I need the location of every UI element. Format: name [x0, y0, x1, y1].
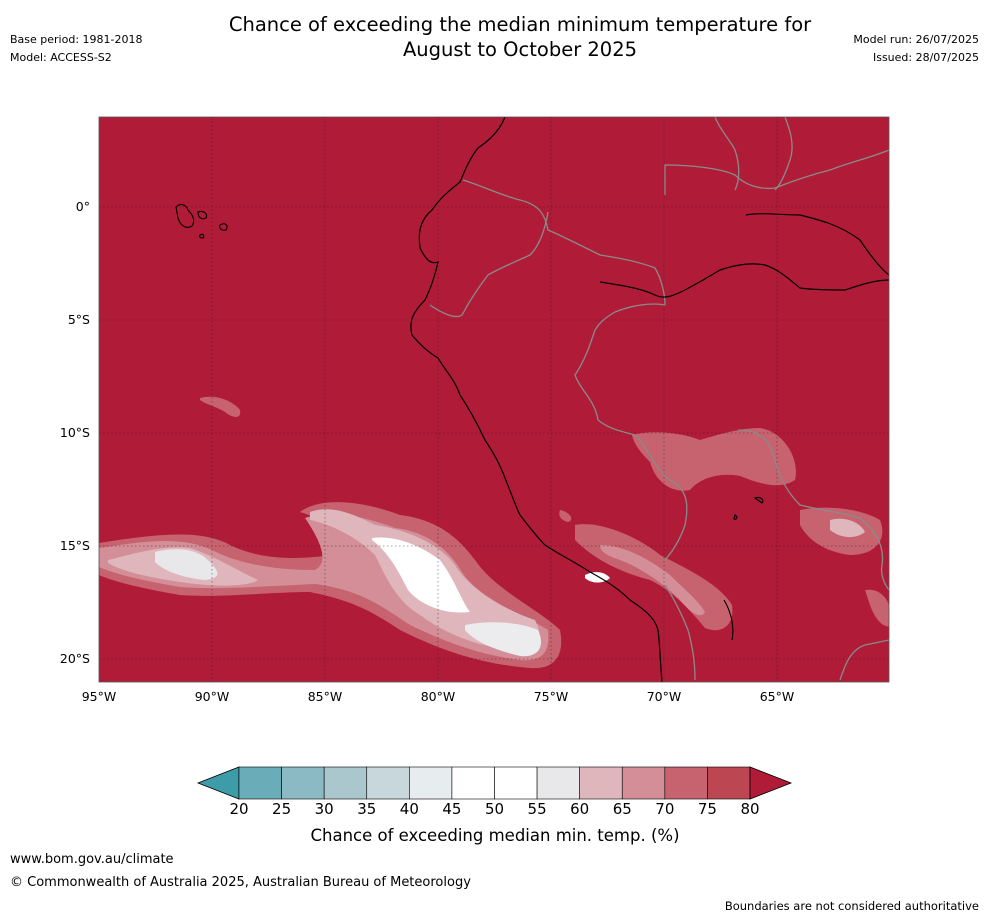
lon-label: 65°W	[759, 689, 795, 704]
lon-label: 70°W	[646, 689, 682, 704]
colorbar-segment	[664, 766, 708, 800]
probability-contours	[99, 396, 562, 669]
contour-50-center	[372, 537, 470, 613]
contour-55-west	[155, 549, 218, 580]
colorbar-tick-label: 45	[442, 800, 462, 818]
lat-label: 20°S	[59, 651, 90, 666]
disclaimer-text: Boundaries are not considered authoritat…	[724, 899, 979, 913]
model-run-date: Model run: 26/07/2025	[853, 33, 979, 46]
colorbar-segment	[451, 766, 495, 800]
colorbar-tick-label: 30	[314, 800, 334, 818]
issued-date: Issued: 28/07/2025	[872, 51, 979, 64]
coastline	[410, 117, 889, 682]
islands	[175, 204, 764, 641]
colorbar-segment	[281, 766, 325, 800]
map-area	[99, 117, 889, 682]
lon-label: 85°W	[307, 689, 343, 704]
map-frame	[98, 116, 890, 683]
colorbar-tick-label: 75	[697, 800, 717, 818]
colorbar-segment	[409, 766, 453, 800]
lon-label: 80°W	[420, 689, 456, 704]
website-link[interactable]: www.bom.gov.au/climate	[10, 852, 174, 867]
model-name: Model: ACCESS-S2	[10, 51, 112, 64]
lon-label: 75°W	[533, 689, 569, 704]
lat-label: 15°S	[59, 538, 90, 553]
colorbar	[196, 766, 793, 800]
map-title: Chance of exceeding the median minimum t…	[190, 12, 850, 62]
country-borders	[429, 117, 889, 681]
inland-contours	[559, 428, 889, 631]
colorbar-tick-label: 40	[399, 800, 419, 818]
lat-label: 0°	[75, 199, 90, 214]
contour-far-east	[865, 589, 889, 627]
contour-amazon	[632, 428, 796, 491]
contour-altiplano-inner	[600, 545, 705, 616]
colorbar-segment	[323, 766, 368, 800]
lon-label: 95°W	[81, 689, 117, 704]
colorbar-segment	[238, 766, 282, 800]
colorbar-segment	[366, 766, 410, 800]
colorbar-segment	[579, 766, 623, 800]
colorbar-tick-label: 20	[229, 800, 249, 818]
map-title-line2: August to October 2025	[402, 38, 638, 61]
contour-east-inner	[830, 518, 865, 538]
colorbar-tick-label: 55	[527, 800, 547, 818]
lat-label: 10°S	[59, 425, 90, 440]
colorbar-tick-label: 80	[740, 800, 760, 818]
lon-label: 90°W	[194, 689, 230, 704]
colorbar-segment	[621, 766, 666, 800]
colorbar-segment	[536, 766, 580, 800]
colorbar-title: Chance of exceeding median min. temp. (%…	[310, 826, 680, 845]
colorbar-tick-label: 60	[570, 800, 590, 818]
copyright-text: © Commonwealth of Australia 2025, Austra…	[10, 875, 471, 890]
map-title-line1: Chance of exceeding the median minimum t…	[228, 13, 812, 36]
lat-label: 5°S	[67, 312, 90, 327]
contour-spot	[559, 510, 572, 522]
contour-55-south	[465, 622, 541, 657]
colorbar-tick-label: 25	[272, 800, 292, 818]
colorbar-tick-label: 50	[484, 800, 505, 818]
colorbar-segment	[494, 766, 538, 800]
colorbar-segment	[707, 766, 751, 800]
colorbar-tick-label: 35	[357, 800, 377, 818]
contour-small-west	[200, 396, 241, 417]
colorbar-extend-low	[196, 766, 240, 800]
base-period: Base period: 1981-2018	[10, 33, 143, 46]
colorbar-tick-label: 65	[612, 800, 632, 818]
colorbar-extend-high	[749, 766, 793, 800]
colorbar-tick-label: 70	[655, 800, 675, 818]
